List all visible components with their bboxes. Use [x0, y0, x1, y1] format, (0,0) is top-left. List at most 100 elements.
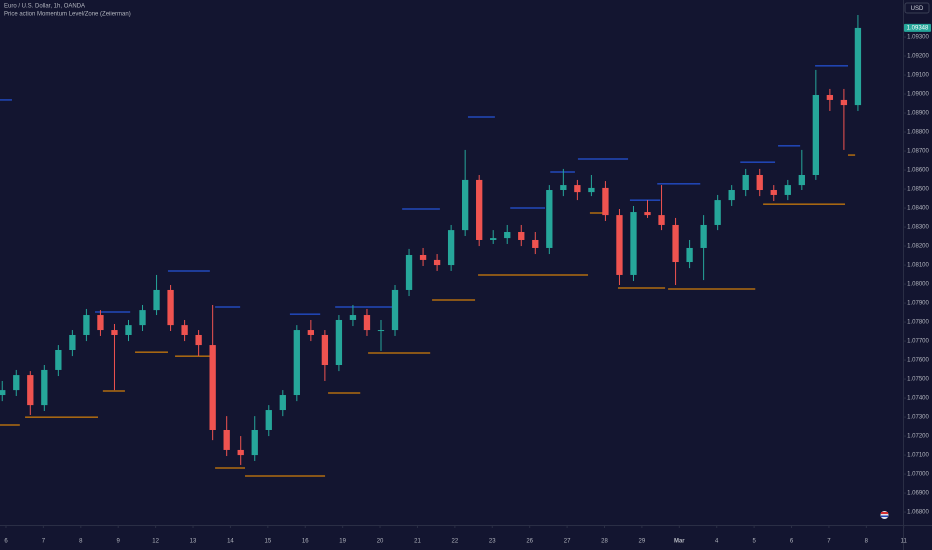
last-price-label: 1.09348: [907, 26, 929, 32]
y-tick-label: 1.09300: [907, 35, 929, 41]
candle-body: [658, 215, 665, 225]
x-tick-label: 20: [377, 539, 384, 545]
x-tick-label: 29: [639, 539, 646, 545]
candle: [798, 149, 805, 191]
candle-body: [770, 190, 777, 195]
candle: [784, 179, 791, 201]
candle-body: [335, 319, 343, 366]
candle: [251, 416, 258, 461]
candle-body: [826, 95, 834, 100]
y-tick-label: 1.07000: [907, 472, 929, 478]
candle-body: [812, 95, 819, 175]
candle: [111, 323, 118, 391]
candle-body: [840, 99, 848, 106]
candle-body: [125, 325, 132, 335]
y-tick-label: 1.06800: [907, 510, 929, 516]
candle-body: [391, 289, 399, 331]
candle-body: [69, 334, 76, 350]
candle: [826, 88, 834, 111]
x-tick-label: 23: [489, 539, 496, 545]
candle-body: [560, 185, 567, 191]
y-tick-label: 1.07800: [907, 320, 929, 326]
candle: [139, 304, 146, 331]
candle: [405, 248, 413, 297]
candle: [742, 168, 749, 197]
y-tick-label: 1.08900: [907, 111, 929, 117]
candle: [560, 168, 567, 197]
candle: [419, 247, 427, 267]
candle: [69, 330, 76, 357]
candle-body: [616, 215, 623, 275]
candle-body: [742, 175, 749, 191]
candle-body: [265, 410, 272, 430]
y-tick-label: 1.08100: [907, 263, 929, 269]
x-tick-label: 9: [117, 539, 121, 545]
candle-body: [461, 179, 469, 231]
x-tick-label: 14: [227, 539, 234, 545]
candle: [532, 232, 539, 255]
candle: [447, 224, 455, 271]
x-tick-label: 15: [264, 539, 271, 545]
currency-button[interactable]: [904, 2, 930, 14]
y-tick-label: 1.07700: [907, 339, 929, 345]
x-tick-label: 8: [79, 539, 83, 545]
x-tick-label: 7: [42, 539, 46, 545]
candle-body: [363, 315, 371, 331]
x-tick-label: 21: [414, 539, 421, 545]
candle: [812, 69, 819, 180]
candle-body: [602, 187, 609, 216]
candle: [55, 345, 62, 377]
y-tick-label: 1.09200: [907, 54, 929, 60]
candle-body: [405, 254, 413, 290]
candle: [602, 181, 609, 221]
candle-body: [251, 429, 258, 456]
candle: [490, 230, 497, 244]
candle-body: [139, 310, 146, 326]
candle: [153, 274, 160, 316]
flag-icon: [880, 511, 889, 519]
y-tick-label: 1.08800: [907, 130, 929, 136]
candle-body: [700, 224, 707, 248]
candle-body: [27, 375, 34, 406]
y-tick-label: 1.08000: [907, 282, 929, 288]
candle: [125, 319, 132, 342]
y-tick-label: 1.07500: [907, 377, 929, 383]
candle: [27, 371, 34, 415]
y-tick-label: 1.08500: [907, 187, 929, 193]
candle-body: [167, 289, 174, 326]
candle: [223, 416, 230, 457]
candle-body: [433, 259, 441, 266]
candle-body: [181, 325, 188, 335]
candle: [97, 310, 104, 336]
candle: [363, 308, 371, 336]
y-tick-label: 1.07200: [907, 434, 929, 440]
last-price-box: [904, 23, 931, 32]
x-tick-label: 7: [827, 539, 831, 545]
candle-body: [307, 330, 315, 335]
candle: [321, 330, 329, 381]
candle: [195, 330, 202, 357]
candle-body: [686, 247, 693, 263]
candle: [644, 200, 651, 218]
y-tick-label: 1.08400: [907, 206, 929, 212]
candle: [574, 179, 581, 201]
candle-body: [854, 27, 862, 106]
candle-body: [504, 232, 511, 239]
candle-body: [798, 175, 805, 186]
candle: [672, 217, 679, 286]
x-tick-label: 6: [4, 539, 8, 545]
x-tick-label: 28: [601, 539, 608, 545]
candle: [770, 185, 777, 202]
candle: [461, 149, 469, 236]
candle-body: [490, 238, 497, 240]
candle: [167, 285, 174, 331]
candle-body: [13, 375, 20, 391]
candle-body: [574, 185, 581, 193]
y-tick-label: 1.07400: [907, 396, 929, 402]
candle: [279, 390, 286, 417]
candle-body: [672, 224, 679, 263]
x-tick-label: 12: [152, 539, 159, 545]
x-tick-label: 22: [452, 539, 459, 545]
